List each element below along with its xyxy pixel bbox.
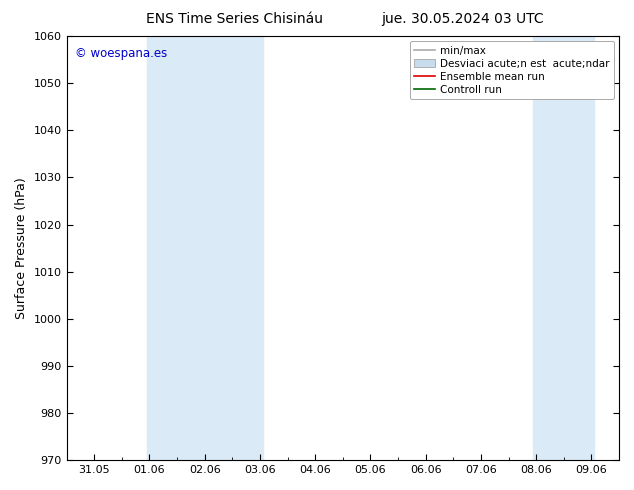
Y-axis label: Surface Pressure (hPa): Surface Pressure (hPa) — [15, 177, 28, 319]
Bar — [533, 36, 594, 460]
Legend: min/max, Desviaci acute;n est  acute;ndar, Ensemble mean run, Controll run: min/max, Desviaci acute;n est acute;ndar… — [410, 41, 614, 99]
Text: ENS Time Series Chisináu: ENS Time Series Chisináu — [146, 12, 323, 26]
Text: jue. 30.05.2024 03 UTC: jue. 30.05.2024 03 UTC — [382, 12, 544, 26]
Bar — [146, 36, 262, 460]
Text: © woespana.es: © woespana.es — [75, 47, 167, 60]
